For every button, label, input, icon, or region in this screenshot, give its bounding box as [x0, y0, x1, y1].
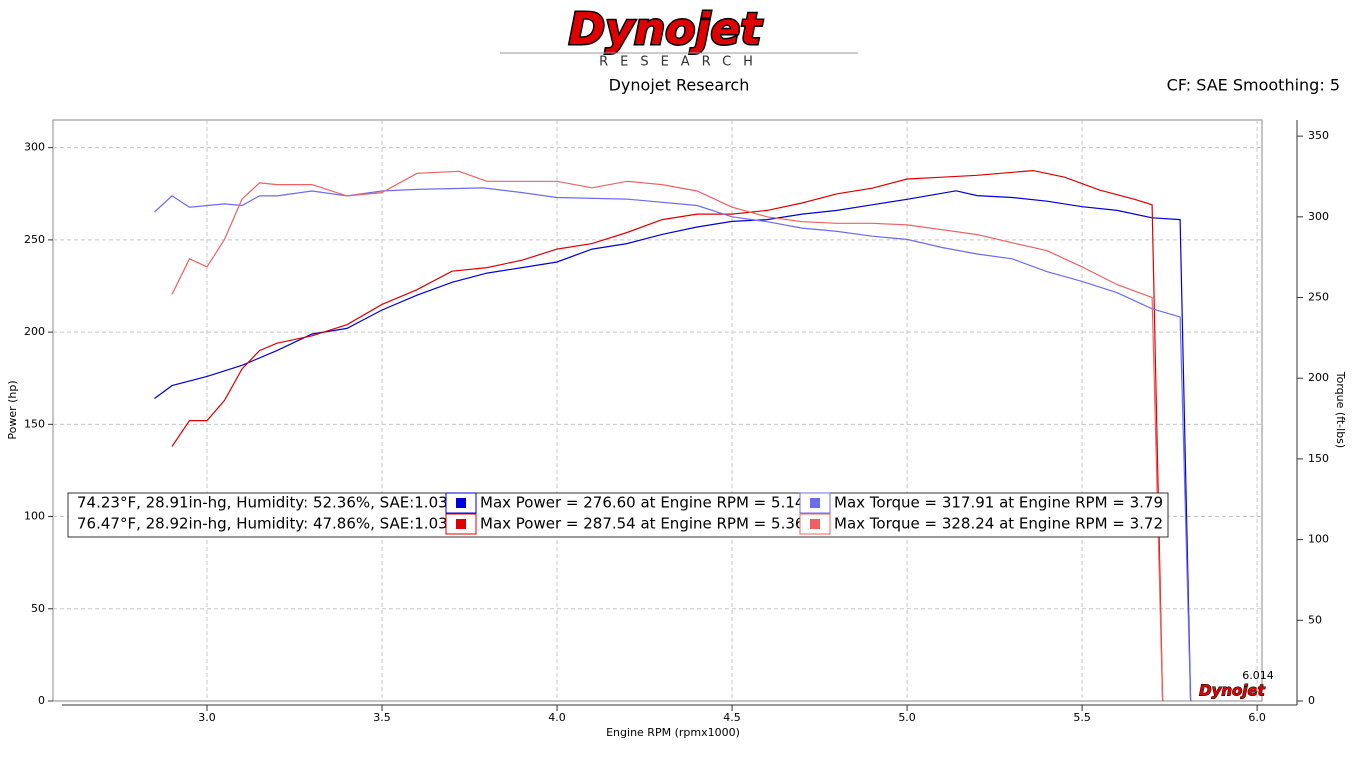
logo-sub: RESEARCH	[599, 55, 765, 70]
legend-box	[67, 492, 1169, 538]
y2-tick-label: 250	[1308, 291, 1329, 304]
y2-tick-label: 300	[1308, 210, 1329, 223]
legend-swatch	[456, 498, 466, 508]
y-tick-label: 300	[24, 141, 45, 154]
y-tick-label: 150	[24, 417, 45, 430]
series-line	[171, 169, 1164, 702]
lines	[53, 120, 1262, 702]
legend-swatch	[810, 498, 820, 508]
logo: Dynojet	[569, 4, 764, 55]
chart-title: Dynojet Research	[609, 76, 750, 95]
series-line	[171, 170, 1164, 702]
y2-tick-label: 100	[1308, 533, 1329, 546]
x-axis-label: Engine RPM (rpmx1000)	[606, 726, 740, 739]
small-logo: Dynojet	[1199, 682, 1266, 700]
y2-axis-label: Torque (ft-lbs)	[1334, 371, 1347, 448]
series-line	[154, 187, 1192, 702]
y2-tick-label: 0	[1308, 694, 1315, 707]
legend-entry: Max Power = 287.54 at Engine RPM = 5.36	[480, 515, 804, 533]
y2-tick-label: 200	[1308, 371, 1329, 384]
x-tick-label: 4.0	[548, 711, 566, 724]
annotation: 6.014	[1242, 669, 1274, 682]
y2-tick-label: 150	[1308, 452, 1329, 465]
y-tick-label: 250	[24, 233, 45, 246]
y-tick-label: 100	[24, 510, 45, 523]
y2-tick-label: 50	[1308, 613, 1322, 626]
y-axis-label: Power (hp)	[6, 380, 19, 439]
y2-tick-label: 350	[1308, 129, 1329, 142]
x-tick-label: 3.5	[373, 711, 391, 724]
x-tick-label: 6.0	[1248, 711, 1266, 724]
legend-run: 74.23°F, 28.91in-hg, Humidity: 52.36%, S…	[77, 494, 448, 512]
legend-swatch	[810, 519, 820, 529]
legend-entry: Max Torque = 328.24 at Engine RPM = 3.72	[834, 515, 1163, 533]
legend-entry: Max Power = 276.60 at Engine RPM = 5.14	[480, 494, 804, 512]
x-tick-label: 5.5	[1073, 711, 1091, 724]
y-tick-label: 0	[38, 694, 45, 707]
legend-entry: Max Torque = 317.91 at Engine RPM = 3.79	[834, 494, 1163, 512]
y-tick-label: 200	[24, 325, 45, 338]
legend-run: 76.47°F, 28.92in-hg, Humidity: 47.86%, S…	[77, 515, 448, 533]
x-tick-label: 5.0	[898, 711, 916, 724]
legend-swatch	[456, 519, 466, 529]
plot-frame	[52, 119, 1263, 702]
x-tick-label: 3.0	[198, 711, 216, 724]
y-tick-label: 50	[31, 602, 45, 615]
x-tick-label: 4.5	[723, 711, 741, 724]
chart-subtitle: CF: SAE Smoothing: 5	[1167, 76, 1340, 95]
series-line	[154, 190, 1192, 702]
